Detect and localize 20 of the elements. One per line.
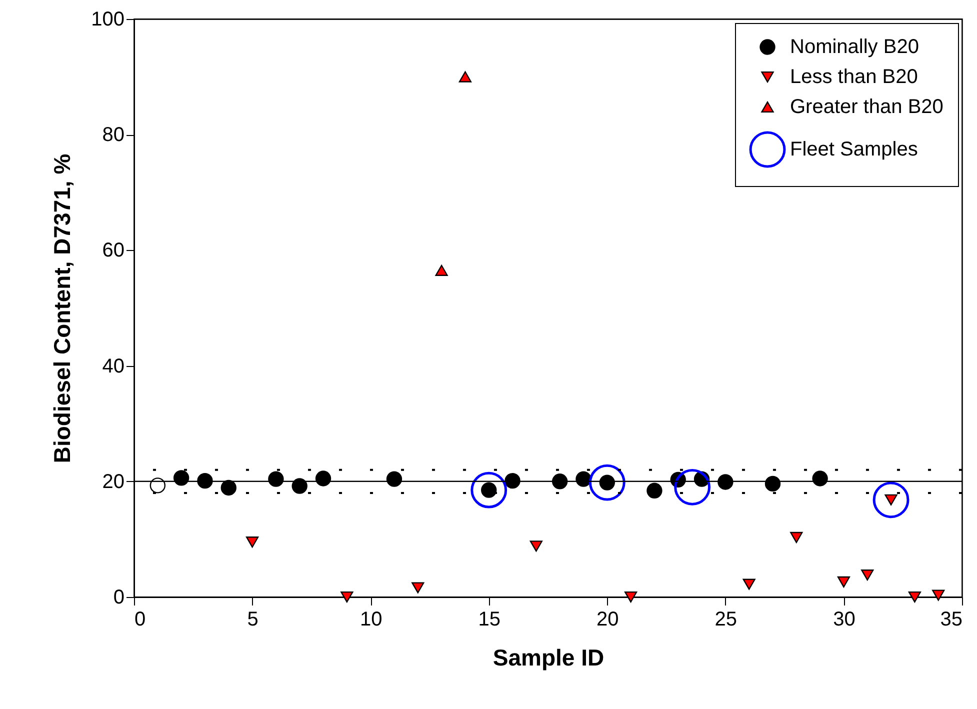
x-tick-label: 10 (360, 608, 382, 630)
x-axis-title: Sample ID (492, 644, 604, 670)
x-tick-label: 25 (714, 608, 738, 630)
y-tick-label: 100 (91, 8, 124, 30)
y-tick-label: 40 (102, 355, 124, 378)
y-tick-label: 80 (102, 124, 124, 146)
y-axis-title: Biodiesel Content, D7371, % (49, 154, 76, 464)
legend-label: Less than B20 (790, 66, 918, 88)
y-tick-label: 60 (102, 240, 124, 262)
y-tick-label: 20 (102, 470, 124, 493)
legend-label: Greater than B20 (790, 96, 944, 118)
x-tick-label: 20 (596, 608, 619, 630)
x-tick-label: 5 (247, 608, 258, 630)
legend-label: Fleet Samples (790, 138, 918, 160)
x-tick-label: 30 (833, 608, 856, 630)
x-tick-label: 0 (134, 608, 146, 630)
y-tick-label: 0 (113, 586, 124, 608)
x-tick-label: 35 (940, 608, 962, 630)
x-tick-label: 15 (478, 608, 500, 630)
legend-label: Nominally B20 (790, 36, 919, 58)
